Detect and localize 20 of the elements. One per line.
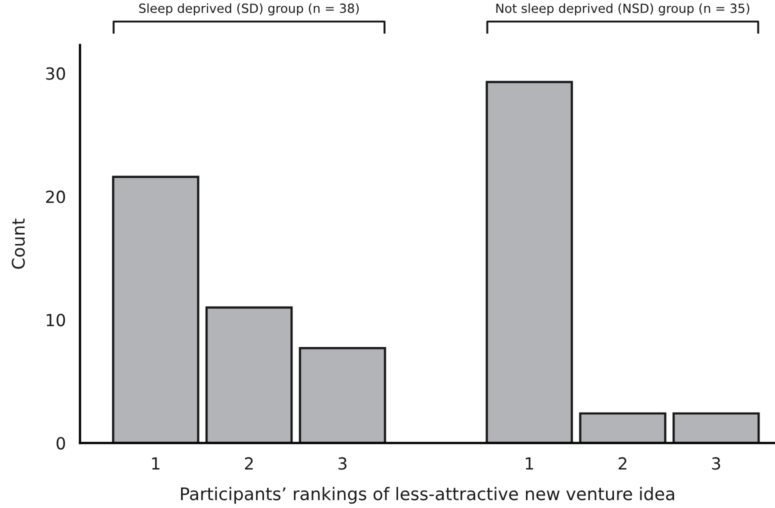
y-tick-label: 30 xyxy=(46,67,66,80)
y-axis-title: Count xyxy=(12,218,25,269)
bar xyxy=(298,347,386,443)
x-tick-label: 1 xyxy=(526,457,534,470)
bar xyxy=(486,80,573,443)
text: Sleep deprived (SD) group (n = 38) xyxy=(139,3,359,16)
y-tick-label: 10 xyxy=(46,314,66,326)
y-tick-label: 0 xyxy=(56,436,66,450)
x-tick-label: 2 xyxy=(245,457,253,470)
bar xyxy=(205,306,293,443)
y-tick-label: 20 xyxy=(46,190,66,204)
text: Not sleep deprived (NSD) group (n = 35) xyxy=(496,3,750,16)
bar xyxy=(579,412,666,443)
x-tick-label: 1 xyxy=(152,457,160,470)
x-tick-label: 3 xyxy=(712,457,720,470)
x-axis-title: Participants’ rankings of less-attractive new venture idea xyxy=(181,486,674,504)
x-tick-label: 3 xyxy=(338,457,346,470)
x-tick-label: 2 xyxy=(618,457,626,470)
bar xyxy=(672,412,760,443)
bar xyxy=(112,176,200,443)
